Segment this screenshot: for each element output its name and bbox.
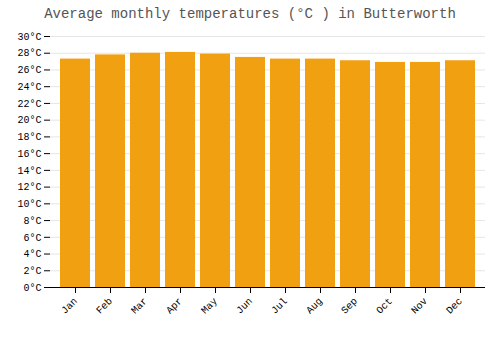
svg-text:Jul: Jul: [269, 296, 290, 317]
svg-text:8°C: 8°C: [23, 216, 41, 227]
svg-text:26°C: 26°C: [17, 65, 41, 76]
svg-text:May: May: [199, 296, 220, 317]
svg-text:Jun: Jun: [234, 296, 255, 317]
svg-text:6°C: 6°C: [23, 233, 41, 244]
svg-text:Jan: Jan: [59, 296, 80, 317]
svg-text:16°C: 16°C: [17, 149, 41, 160]
svg-text:Sep: Sep: [339, 296, 360, 317]
svg-text:12°C: 12°C: [17, 182, 41, 193]
svg-text:Nov: Nov: [409, 296, 430, 317]
svg-text:10°C: 10°C: [17, 199, 41, 210]
svg-text:Feb: Feb: [94, 296, 115, 317]
svg-text:2°C: 2°C: [23, 266, 41, 277]
svg-text:Apr: Apr: [164, 296, 185, 317]
svg-text:Oct: Oct: [374, 296, 395, 317]
svg-text:Aug: Aug: [304, 296, 325, 317]
svg-text:4°C: 4°C: [23, 249, 41, 260]
html-text:Average monthly temperatures (: Average monthly temperatures (°C ) in Bu…: [44, 6, 456, 22]
svg-text:30°C: 30°C: [17, 32, 41, 43]
svg-text:0°C: 0°C: [23, 283, 41, 294]
svg-text:Mar: Mar: [129, 296, 150, 317]
svg-text:Dec: Dec: [444, 296, 465, 317]
svg-text:22°C: 22°C: [17, 99, 41, 110]
svg-text:28°C: 28°C: [17, 48, 41, 59]
svg-text:20°C: 20°C: [17, 115, 41, 126]
svg-text:24°C: 24°C: [17, 82, 41, 93]
svg-text:18°C: 18°C: [17, 132, 41, 143]
svg-text:14°C: 14°C: [17, 166, 41, 177]
